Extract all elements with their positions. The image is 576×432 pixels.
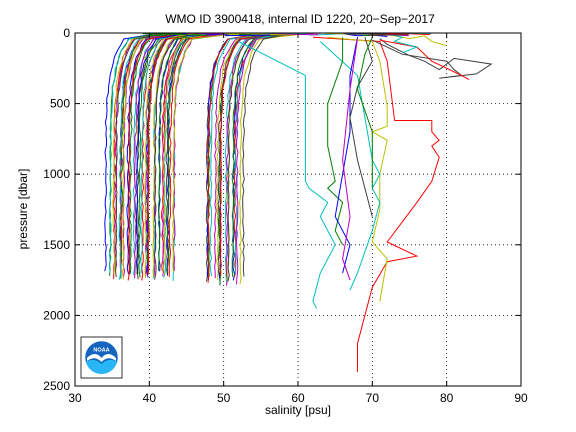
profile-line-group1	[172, 33, 242, 273]
profile-lines	[104, 33, 493, 372]
x-tick-label: 70	[366, 391, 380, 405]
profile-line-group2	[242, 33, 294, 277]
chart-title: WMO ID 3900418, internal ID 1220, 20−Sep…	[165, 12, 435, 26]
profile-line-group1	[126, 33, 204, 275]
y-tick-label: 2000	[43, 308, 70, 322]
outlier-profile-line	[372, 38, 493, 79]
profile-line-group1	[114, 33, 166, 271]
y-axis-label: pressure [dbar]	[16, 169, 30, 250]
surface-trace	[148, 33, 207, 36]
y-axis-ticks: 0 500 1000 1500 2000 2500	[43, 26, 521, 393]
x-tick-label: 40	[143, 391, 157, 405]
grid-lines	[75, 33, 521, 386]
x-tick-label: 80	[440, 391, 454, 405]
profile-line-group1	[114, 33, 170, 277]
profile-line-group1	[132, 33, 193, 276]
logo-bird-shape	[87, 354, 116, 362]
surface-trace	[249, 33, 295, 36]
outlier-profile-line	[342, 38, 358, 281]
x-tick-label: 30	[68, 391, 82, 405]
outlier-profile-line	[334, 37, 358, 274]
profile-line-group1	[157, 33, 231, 271]
profile-line-group1	[147, 33, 223, 275]
profile-line-group1	[166, 33, 236, 274]
profile-line-group1	[127, 33, 184, 281]
outlier-profile-line	[356, 37, 373, 189]
profile-line-group1	[140, 33, 215, 274]
surface-trace	[347, 33, 387, 35]
y-tick-label: 0	[63, 26, 70, 40]
profile-line-group2	[231, 33, 306, 277]
y-tick-label: 2500	[43, 379, 70, 393]
x-tick-label: 90	[514, 391, 528, 405]
profile-line-group1	[129, 33, 177, 274]
profile-line-group1	[112, 33, 177, 274]
profile-line-group1	[108, 33, 173, 273]
profile-line-group1	[133, 33, 194, 279]
logo-text: NOAA	[93, 348, 109, 354]
x-axis-ticks: 30 40 50 60 70 80 90	[68, 33, 528, 405]
profile-line-group1	[162, 33, 223, 275]
outlier-profile-line	[349, 37, 373, 217]
profile-line-group2	[239, 33, 310, 285]
x-tick-label: 60	[291, 391, 305, 405]
profile-line-group2	[216, 33, 266, 280]
outlier-profile-line	[238, 41, 336, 309]
profile-line-group1	[153, 33, 230, 280]
surface-trace	[225, 34, 271, 37]
outlier-profile-line	[312, 36, 440, 372]
profile-line-group1	[118, 33, 183, 280]
x-axis-label: salinity [psu]	[265, 403, 331, 417]
outlier-profile-line	[327, 36, 388, 302]
profile-line-group1	[162, 33, 232, 277]
profile-line-group1	[144, 33, 198, 278]
noaa-logo: NOAA	[80, 336, 123, 379]
surface-trace	[369, 34, 409, 36]
profile-line-group2	[219, 33, 289, 276]
outlier-profile-line	[319, 41, 381, 291]
logo-lower-half	[86, 359, 117, 375]
x-tick-label: 50	[217, 391, 231, 405]
profile-line-group1	[104, 33, 160, 272]
profile-line-group1	[138, 33, 207, 278]
profile-line-group2	[213, 33, 276, 279]
profile-line-group1	[168, 33, 222, 277]
profile-line-group1	[135, 33, 188, 275]
profile-line-group2	[209, 33, 278, 276]
profile-line-group1	[121, 33, 199, 280]
y-tick-label: 1000	[43, 167, 70, 181]
profile-line-group2	[234, 33, 285, 276]
profile-line-group2	[227, 33, 281, 282]
y-tick-label: 500	[50, 97, 70, 111]
outlier-profile-line	[387, 33, 419, 54]
profile-line-group2	[207, 33, 263, 283]
y-tick-label: 1500	[43, 238, 70, 252]
profile-line-group2	[235, 33, 307, 285]
